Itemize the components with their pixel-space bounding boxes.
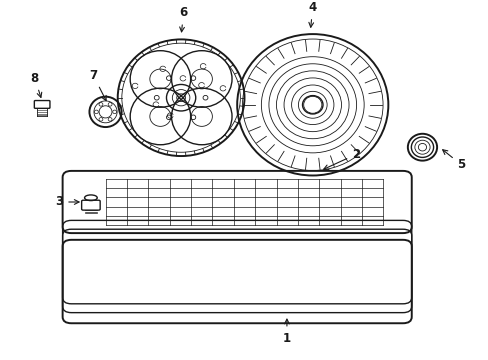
Text: 7: 7 xyxy=(89,69,106,101)
Text: 4: 4 xyxy=(308,1,316,27)
Text: 1: 1 xyxy=(282,319,290,345)
Text: 5: 5 xyxy=(442,150,465,171)
Text: 2: 2 xyxy=(323,148,360,170)
Text: 6: 6 xyxy=(179,6,187,32)
Text: 3: 3 xyxy=(55,195,79,208)
Text: 8: 8 xyxy=(31,72,41,98)
